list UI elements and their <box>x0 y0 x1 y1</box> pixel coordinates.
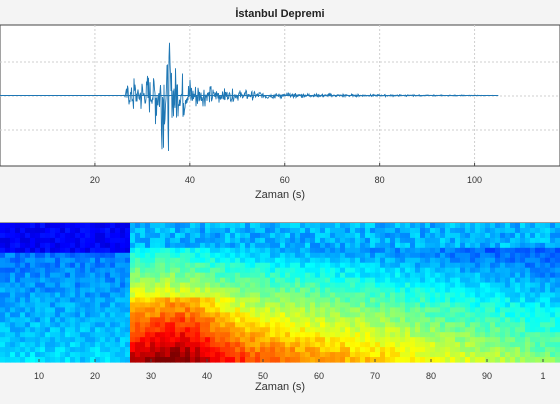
x-tick-label: 100 <box>467 175 482 185</box>
x-tick-label: 40 <box>185 175 195 185</box>
x-tick-label: 80 <box>426 371 436 381</box>
spectrogram-x-axis-label: Zaman (s) <box>254 381 306 393</box>
waveform-panel: İstanbul Depremi 20 40 60 80 100 Zaman (s) <box>0 0 560 214</box>
x-tick-label: 40 <box>202 371 212 381</box>
x-tick-label: 30 <box>146 371 156 381</box>
spectrogram-cells <box>0 223 560 363</box>
x-tick-label: 20 <box>90 371 100 381</box>
spectrogram-chart: 10 20 30 40 50 60 70 80 90 1 <box>0 222 560 381</box>
waveform-x-axis-label: Zaman (s) <box>254 189 306 201</box>
x-tick-label: 70 <box>370 371 380 381</box>
x-tick-label: 20 <box>90 175 100 185</box>
x-tick-label: 90 <box>482 371 492 381</box>
x-tick-label: 80 <box>375 175 385 185</box>
x-tick-label: 50 <box>258 371 268 381</box>
chart-title: İstanbul Depremi <box>235 8 325 20</box>
x-tick-label: 60 <box>280 175 290 185</box>
x-tick-label: 10 <box>34 371 44 381</box>
x-tick-label: 60 <box>314 371 324 381</box>
x-tick-label: 1 <box>540 371 545 381</box>
spectrogram-panel: 10 20 30 40 50 60 70 80 90 1 Zaman (s) <box>0 214 560 404</box>
waveform-chart: 20 40 60 80 100 <box>0 24 560 185</box>
